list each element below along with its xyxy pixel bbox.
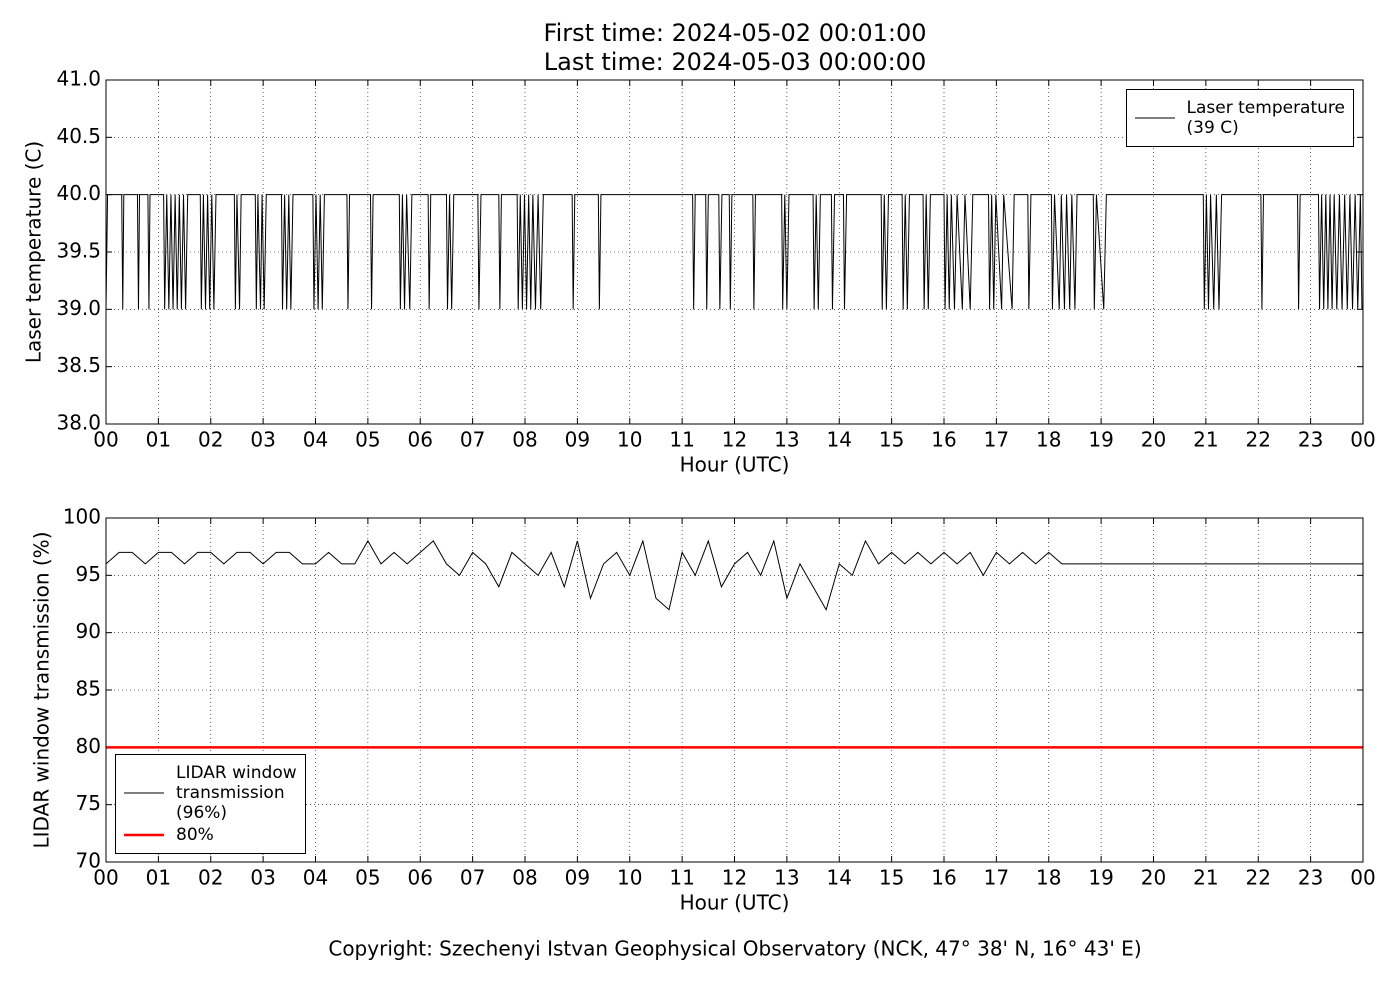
x-tick-label: 04 <box>303 428 328 452</box>
legend-label: Laser temperature (39 C) <box>1186 98 1345 138</box>
x-tick-label: 18 <box>1036 428 1061 452</box>
data-line <box>105 539 1363 612</box>
legend: Laser temperature (39 C) <box>1125 89 1354 147</box>
data-line <box>105 194 1363 310</box>
y-tick-label: 80 <box>76 734 101 758</box>
y-tick-label: 39.5 <box>56 239 101 263</box>
x-tick-label: 18 <box>1036 866 1061 890</box>
x-tick-label: 22 <box>1246 428 1271 452</box>
x-tick-label: 06 <box>408 866 433 890</box>
x-tick-label: 21 <box>1193 866 1218 890</box>
x-tick-label: 09 <box>565 428 590 452</box>
y-tick-label: 95 <box>76 562 101 586</box>
legend-entry: 80% <box>124 825 297 845</box>
x-tick-label: 10 <box>617 428 642 452</box>
x-axis-label: Hour (UTC) <box>680 891 790 915</box>
x-tick-label: 06 <box>408 428 433 452</box>
x-tick-label: 05 <box>355 866 380 890</box>
x-tick-label: 10 <box>617 866 642 890</box>
x-tick-label: 07 <box>460 866 485 890</box>
y-tick-label: 38.5 <box>56 353 101 377</box>
y-axis-label: LIDAR window transmission (%) <box>30 532 54 849</box>
y-tick-label: 38.0 <box>56 411 101 435</box>
x-tick-label: 17 <box>984 866 1009 890</box>
legend-entry: Laser temperature (39 C) <box>1134 98 1345 138</box>
y-tick-label: 75 <box>76 791 101 815</box>
x-tick-label: 07 <box>460 428 485 452</box>
x-tick-label: 09 <box>565 866 590 890</box>
x-tick-label: 19 <box>1088 866 1113 890</box>
x-axis-label: Hour (UTC) <box>680 453 790 477</box>
x-tick-label: 23 <box>1298 428 1323 452</box>
y-tick-label: 90 <box>76 619 101 643</box>
x-tick-label: 15 <box>879 428 904 452</box>
y-tick-label: 70 <box>76 849 101 873</box>
x-tick-label: 00 <box>1350 428 1375 452</box>
x-tick-label: 11 <box>669 428 694 452</box>
title-line: Last time: 2024-05-03 00:00:00 <box>544 48 926 76</box>
axes-frame <box>105 79 1364 425</box>
x-tick-label: 13 <box>774 428 799 452</box>
x-tick-label: 20 <box>1141 866 1166 890</box>
x-tick-label: 15 <box>879 866 904 890</box>
x-tick-label: 22 <box>1246 866 1271 890</box>
x-tick-label: 08 <box>512 428 537 452</box>
legend-swatch <box>1134 117 1175 119</box>
y-tick-label: 40.5 <box>56 124 101 148</box>
x-tick-label: 03 <box>250 428 275 452</box>
x-tick-label: 12 <box>722 428 747 452</box>
x-tick-label: 03 <box>250 866 275 890</box>
x-tick-label: 16 <box>931 428 956 452</box>
x-tick-label: 00 <box>93 866 118 890</box>
legend-label: LIDAR window transmission (96%) <box>176 763 297 823</box>
x-tick-label: 08 <box>512 866 537 890</box>
x-tick-label: 01 <box>146 866 171 890</box>
x-tick-label: 14 <box>827 428 852 452</box>
legend-swatch <box>124 792 164 794</box>
x-tick-label: 13 <box>774 866 799 890</box>
y-tick-label: 40.0 <box>56 181 101 205</box>
x-tick-label: 02 <box>198 428 223 452</box>
y-tick-label: 85 <box>76 677 101 701</box>
x-tick-label: 14 <box>827 866 852 890</box>
footer: Copyright: Szechenyi Istvan Geophysical … <box>328 937 1141 961</box>
y-tick-label: 41.0 <box>56 67 101 91</box>
legend-label: 80% <box>176 825 214 845</box>
x-tick-label: 00 <box>1350 866 1375 890</box>
legend-entry: LIDAR window transmission (96%) <box>124 763 297 823</box>
y-tick-label: 100 <box>63 505 101 529</box>
x-tick-label: 23 <box>1298 866 1323 890</box>
x-tick-label: 19 <box>1088 428 1113 452</box>
x-tick-label: 11 <box>669 866 694 890</box>
x-tick-label: 04 <box>303 866 328 890</box>
x-tick-label: 01 <box>146 428 171 452</box>
x-tick-label: 16 <box>931 866 956 890</box>
x-tick-label: 02 <box>198 866 223 890</box>
legend: LIDAR window transmission (96%) 80% <box>115 754 306 854</box>
x-tick-label: 17 <box>984 428 1009 452</box>
x-tick-label: 00 <box>93 428 118 452</box>
x-tick-label: 20 <box>1141 428 1166 452</box>
x-tick-label: 05 <box>355 428 380 452</box>
y-axis-label: Laser temperature (C) <box>22 141 46 363</box>
axes-frame <box>105 517 1364 863</box>
x-tick-label: 21 <box>1193 428 1218 452</box>
title-line: First time: 2024-05-02 00:01:00 <box>544 19 927 47</box>
legend-swatch <box>124 833 164 837</box>
y-tick-label: 39.0 <box>56 296 101 320</box>
x-tick-label: 12 <box>722 866 747 890</box>
